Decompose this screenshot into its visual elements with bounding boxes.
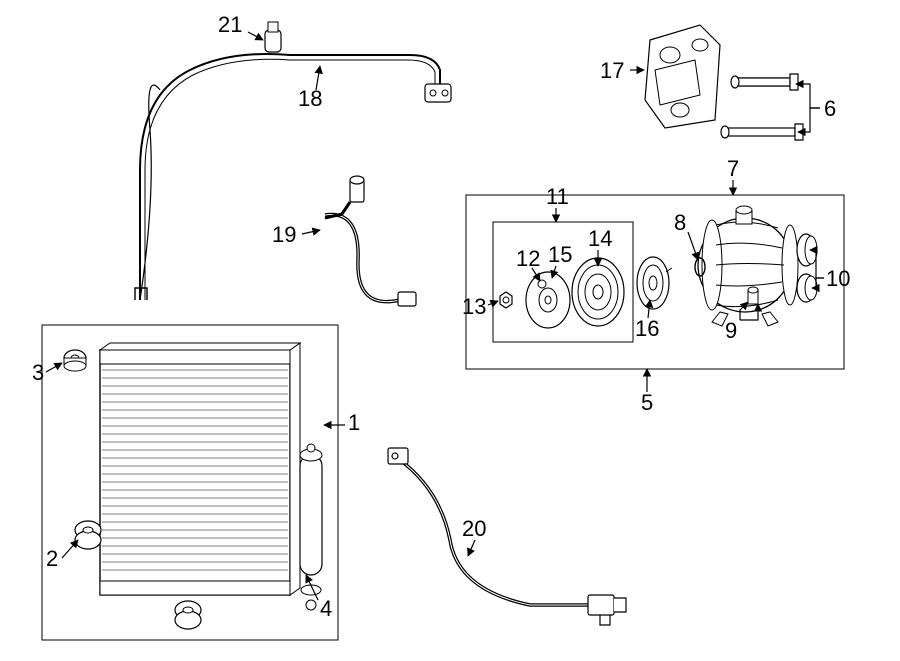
clutch-pulley xyxy=(572,258,624,326)
grommet-lower-2 xyxy=(175,601,201,629)
compressor-assembly xyxy=(466,195,844,369)
callout-4: 4 xyxy=(320,596,332,622)
clutch-nut xyxy=(500,292,512,308)
grommet-lower xyxy=(75,521,101,549)
callout-21: 21 xyxy=(218,12,242,38)
callout-16: 16 xyxy=(635,316,659,342)
callout-18: 18 xyxy=(298,86,322,112)
callout-8: 8 xyxy=(674,210,686,236)
liquid-line-lower xyxy=(388,448,626,625)
clutch-coil xyxy=(637,257,672,309)
grommet-upper xyxy=(64,350,86,371)
callout-13: 13 xyxy=(462,294,486,320)
callout-14: 14 xyxy=(588,226,612,252)
callout-19: 19 xyxy=(272,222,296,248)
clutch-hub xyxy=(526,272,570,328)
callout-5: 5 xyxy=(641,390,653,416)
callout-20: 20 xyxy=(462,516,486,542)
diagram-canvas xyxy=(0,0,900,661)
callout-3: 3 xyxy=(32,360,44,386)
pressure-switch xyxy=(265,22,281,52)
callout-15: 15 xyxy=(548,242,572,268)
callout-17: 17 xyxy=(600,58,624,84)
callout-6: 6 xyxy=(824,96,836,122)
suction-hose-short xyxy=(325,176,416,306)
callout-11: 11 xyxy=(546,184,569,210)
clutch-bolt xyxy=(538,280,546,288)
callout-1: 1 xyxy=(348,410,360,436)
discharge-line xyxy=(135,54,451,300)
compressor-body xyxy=(698,206,798,326)
compressor-bracket xyxy=(645,25,720,128)
compressor-rear-head xyxy=(797,234,817,302)
callout-12: 12 xyxy=(516,246,540,272)
condenser-core xyxy=(100,343,300,595)
service-valve xyxy=(748,287,758,304)
condenser-assembly xyxy=(42,325,338,640)
callout-2: 2 xyxy=(46,546,58,572)
callout-9: 9 xyxy=(725,318,737,344)
callout-10: 10 xyxy=(826,266,850,292)
callout-7: 7 xyxy=(727,156,739,182)
bracket-bolts xyxy=(721,74,803,140)
